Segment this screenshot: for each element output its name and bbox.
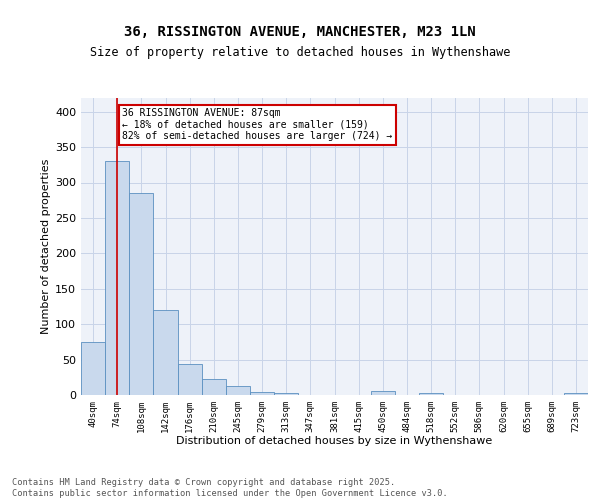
Bar xyxy=(419,393,443,395)
Bar xyxy=(81,342,105,395)
Bar xyxy=(154,310,178,395)
Text: Contains HM Land Registry data © Crown copyright and database right 2025.
Contai: Contains HM Land Registry data © Crown c… xyxy=(12,478,448,498)
X-axis label: Distribution of detached houses by size in Wythenshawe: Distribution of detached houses by size … xyxy=(176,436,493,446)
Bar xyxy=(226,386,250,395)
Bar xyxy=(129,193,154,395)
Text: 36, RISSINGTON AVENUE, MANCHESTER, M23 1LN: 36, RISSINGTON AVENUE, MANCHESTER, M23 1… xyxy=(124,26,476,40)
Text: Size of property relative to detached houses in Wythenshawe: Size of property relative to detached ho… xyxy=(90,46,510,59)
Bar xyxy=(274,393,298,395)
Bar xyxy=(371,392,395,395)
Bar xyxy=(202,378,226,395)
Text: 36 RISSINGTON AVENUE: 87sqm
← 18% of detached houses are smaller (159)
82% of se: 36 RISSINGTON AVENUE: 87sqm ← 18% of det… xyxy=(122,108,392,142)
Y-axis label: Number of detached properties: Number of detached properties xyxy=(41,158,51,334)
Bar xyxy=(250,392,274,395)
Bar xyxy=(105,161,129,395)
Bar xyxy=(564,393,588,395)
Bar xyxy=(178,364,202,395)
